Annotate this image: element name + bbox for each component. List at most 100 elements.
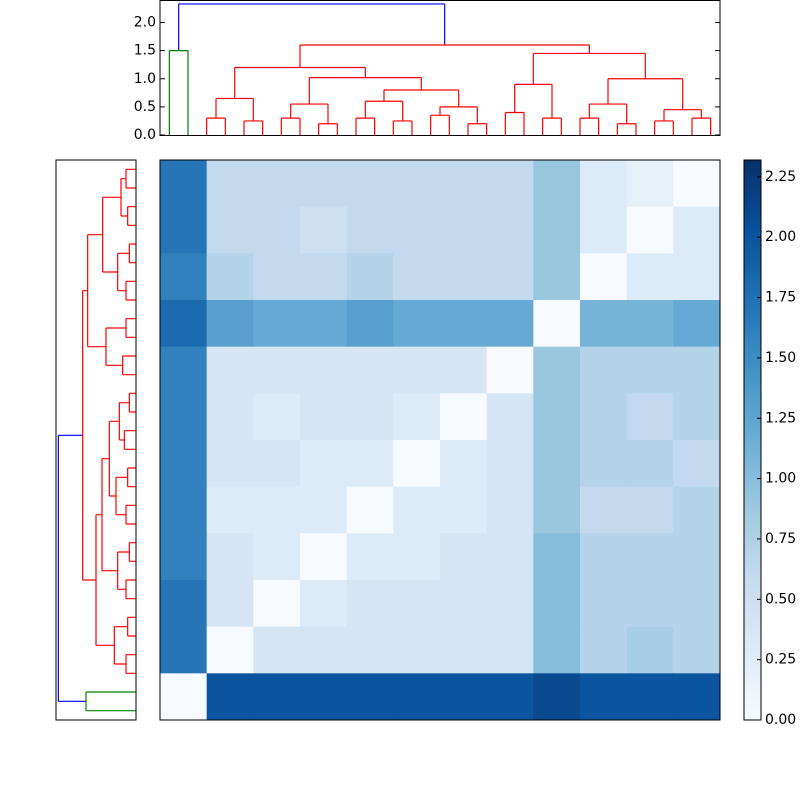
heatmap-cell [673, 440, 721, 487]
heatmap-cell [533, 160, 581, 207]
heatmap-cell [160, 626, 207, 674]
heatmap-cell [486, 580, 534, 627]
heatmap-frame [159, 159, 721, 721]
heatmap-cell [626, 533, 674, 581]
heatmap-cell [580, 440, 627, 487]
heatmap-cell [253, 626, 301, 674]
dendrogram-link [579, 117, 600, 135]
heatmap-cell [533, 533, 581, 581]
heatmap-cell [486, 673, 534, 721]
heatmap-cell [440, 626, 487, 674]
dendrogram-link [234, 66, 366, 99]
dendrogram-link [117, 551, 130, 590]
heatmap-cell [626, 486, 674, 534]
heatmap-cell [160, 440, 207, 487]
heatmap-cell [626, 440, 674, 487]
dendrogram-link [654, 120, 674, 135]
dendrogram-link [663, 109, 702, 121]
heatmap-cell [253, 486, 301, 534]
heatmap-cell [580, 533, 627, 581]
heatmap-cell [160, 673, 207, 721]
heatmap-cell [393, 300, 441, 347]
heatmap-cell [393, 533, 441, 581]
heatmap-cell [440, 486, 487, 534]
colorbar-tick-label: 2.25 [765, 169, 796, 185]
dendrogram-link [117, 252, 130, 292]
dendrogram-link [125, 318, 136, 338]
heatmap-cell [486, 393, 534, 441]
heatmap-cell [626, 300, 674, 347]
dendrogram-link [318, 123, 338, 135]
heatmap-cell [300, 160, 347, 207]
heatmap-cell [533, 300, 581, 347]
dendrogram-link [125, 579, 136, 600]
dendrogram-link [82, 290, 96, 581]
heatmap-cell [206, 486, 254, 534]
colorbar-tick-label: 0.25 [765, 652, 796, 668]
heatmap-cell [393, 346, 441, 394]
heatmap-cell [673, 253, 721, 301]
heatmap-cell [346, 580, 394, 627]
heatmap-cell [440, 346, 487, 394]
dendrogram-link [364, 100, 404, 121]
dendrogram-link [467, 123, 488, 135]
dendrogram-link [120, 178, 128, 217]
heatmap-cell [393, 626, 441, 674]
heatmap-cell [346, 253, 394, 301]
dendrogram-link [102, 196, 121, 273]
heatmap-cell [440, 160, 487, 207]
heatmap-cell [346, 486, 394, 534]
heatmap-cell [393, 253, 441, 301]
heatmap-cell [440, 533, 487, 581]
dendrogram-link [123, 430, 136, 450]
heatmap-cell [580, 300, 627, 347]
dendrogram-link [113, 626, 128, 665]
heatmap-cell [486, 440, 534, 487]
heatmap-cell [626, 580, 674, 627]
heatmap-cell [206, 300, 254, 347]
heatmap-cell [393, 206, 441, 254]
heatmap-cell [486, 533, 534, 581]
heatmap-cell [346, 300, 394, 347]
heatmap-cell [580, 486, 627, 534]
dendrogram-link [128, 392, 136, 413]
colorbar-tick-label: 1.50 [765, 350, 796, 366]
heatmap-cell [440, 300, 487, 347]
heatmap-cell [393, 486, 441, 534]
dendrogram-link [355, 117, 376, 135]
heatmap-cell [580, 160, 627, 207]
colorbar-tick-label: 0.75 [765, 531, 796, 547]
dendrogram-link [125, 168, 136, 189]
heatmap-cell [533, 626, 581, 674]
heatmap-cell [533, 580, 581, 627]
heatmap-cell [533, 253, 581, 301]
y-tick-label: 2.0 [134, 15, 156, 31]
heatmap-cell [253, 346, 301, 394]
heatmap-cell [160, 533, 207, 581]
heatmap-cell [300, 440, 347, 487]
heatmap-cell [533, 206, 581, 254]
heatmap-cell [206, 580, 254, 627]
dendrogram-link [101, 458, 118, 572]
heatmap-cell [346, 346, 394, 394]
heatmap-cell [346, 206, 394, 254]
heatmap-cell [486, 160, 534, 207]
heatmap-cell [440, 440, 487, 487]
dendrogram-link [127, 616, 136, 637]
top-dendrogram-frame [159, 0, 721, 136]
dendrogram-link [392, 120, 413, 135]
dendrogram-link [691, 117, 712, 135]
heatmap-cell [626, 346, 674, 394]
heatmap-cell [486, 253, 534, 301]
heatmap-cell [160, 253, 207, 301]
dendrogram-link [57, 434, 86, 702]
y-tick-label: 1.5 [134, 43, 156, 59]
heatmap-cell [486, 300, 534, 347]
heatmap-cell [440, 393, 487, 441]
heatmap-cell [486, 206, 534, 254]
heatmap-cell [580, 626, 627, 674]
dendrogram-link [125, 654, 136, 674]
heatmap-cell [486, 626, 534, 674]
heatmap-cell [673, 673, 721, 721]
